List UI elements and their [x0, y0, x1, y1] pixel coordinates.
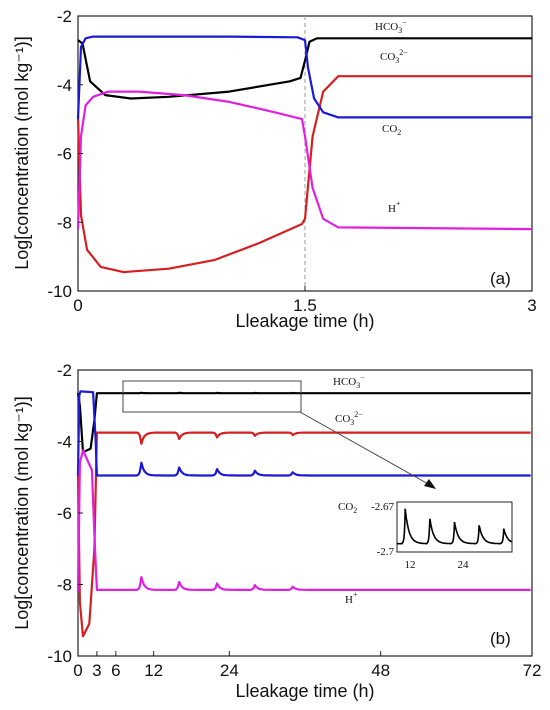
series-line-hco3-a: [77, 37, 532, 100]
x-axis-label-b: Lleakage time (h): [235, 681, 374, 701]
x-tick-label-b: 3: [92, 661, 101, 680]
panel-b: -2 -4 -6 -8 -10 0 3 6 12 24 48 72 -2.67 -2.7 12 24…: [12, 361, 541, 701]
x-tick-label-b: 72: [523, 661, 542, 680]
x-tick-label-b: 6: [111, 661, 120, 680]
panel-a: -2-4-6-8-10 0 1.5 3 (a) Lleakage time (h) …: [12, 7, 537, 331]
x-tick-label-a: 0: [73, 296, 82, 315]
series-line-co3-b: [76, 431, 531, 638]
series-line-co2-a: [76, 35, 532, 120]
y-tick-label-a: -2: [57, 7, 72, 26]
y-axis-label-a: Log[concentration (mol kg⁻¹)]: [12, 36, 32, 270]
series-line-hco3-b: [76, 391, 531, 454]
inset-xtick-24: 24: [458, 559, 470, 571]
y-axis-label-b: Log[concentration (mol kg⁻¹)]: [12, 396, 32, 630]
x-axis-label-a: Lleakage time (h): [235, 311, 374, 331]
inset-plot: -2.67 -2.7 12 24: [371, 501, 513, 571]
series-line-h-a: [76, 90, 533, 231]
label-co3-b: CO32−: [335, 410, 363, 427]
zoom-arrow-line: [299, 411, 431, 486]
x-tick-label-a: 1.5: [293, 296, 317, 315]
x-tick-label-b: 0: [73, 661, 82, 680]
y-tick-label-b: -6: [57, 504, 72, 523]
y-tick-label-a: -4: [57, 76, 72, 95]
panel-label-b: (b): [490, 629, 511, 648]
y-tick-label-a: -6: [57, 145, 72, 164]
y-tick-label-a: -8: [57, 213, 72, 232]
zoom-box: [122, 380, 302, 413]
series-line-h-b: [76, 449, 531, 592]
label-co2-b: CO2: [338, 501, 357, 515]
x-tick-label-a: 3: [527, 296, 536, 315]
x-tick-label-b: 12: [144, 661, 163, 680]
x-tick-label-b: 48: [371, 661, 390, 680]
inset-series-hco3: [397, 508, 513, 545]
label-co3-a: CO32−: [380, 48, 408, 65]
panel-label-a: (a): [490, 269, 511, 288]
series-line-co3-a: [76, 75, 532, 274]
x-tick-label-b: 24: [220, 661, 239, 680]
label-co2-a: CO2: [382, 123, 401, 137]
inset-ytick-top: -2.67: [371, 501, 394, 513]
inset-ytick-bottom: -2.7: [377, 546, 395, 558]
series-line-co2-b: [76, 390, 531, 477]
inset-xtick-12: 12: [405, 559, 416, 571]
y-tick-label-a: -10: [47, 282, 72, 301]
label-h-b: H+: [345, 590, 358, 606]
label-h-a: H+: [388, 199, 401, 215]
label-hco3-b: HCO3−: [333, 373, 365, 390]
label-hco3-a: HCO3−: [375, 18, 407, 35]
y-tick-label-b: -4: [57, 433, 72, 452]
y-tick-label-b: -8: [57, 576, 72, 595]
y-tick-label-b: -10: [47, 647, 72, 666]
y-tick-label-b: -2: [57, 361, 72, 380]
zoom-arrow-head: [424, 479, 436, 489]
